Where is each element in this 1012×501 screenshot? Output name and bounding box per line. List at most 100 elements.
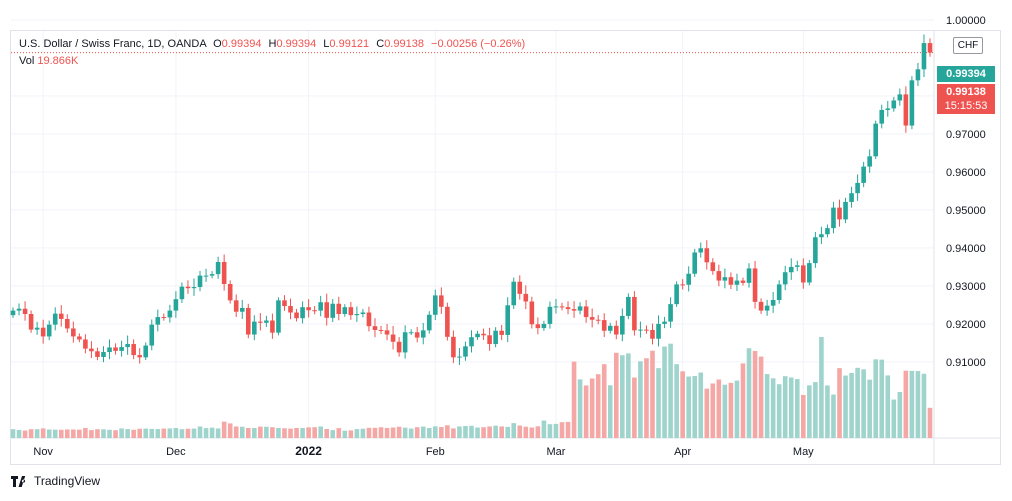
- volume-bar: [439, 427, 444, 438]
- candle-body: [541, 323, 547, 329]
- volume-bar: [203, 428, 209, 438]
- candle-body: [34, 327, 40, 330]
- volume-bar: [650, 350, 655, 438]
- candle-body: [891, 100, 897, 109]
- candle-body: [348, 307, 354, 316]
- volume-bar: [40, 428, 46, 438]
- volume-bar: [565, 421, 571, 438]
- candle-body: [740, 280, 746, 283]
- low-value: 0.99121: [329, 38, 370, 50]
- volume-bar: [499, 426, 504, 438]
- volume-bar: [788, 377, 794, 438]
- volume-bar: [505, 426, 510, 438]
- volume-bar: [258, 426, 263, 438]
- candle-body: [499, 330, 504, 335]
- candle-body: [831, 207, 836, 229]
- candle-body: [149, 324, 155, 346]
- candle-body: [764, 305, 770, 311]
- time-axis[interactable]: Nov Dec 2022 Feb Mar Apr May: [33, 444, 814, 458]
- candle-body: [227, 284, 233, 301]
- candle-body: [233, 300, 239, 312]
- volume-bar: [831, 394, 836, 438]
- candle-body: [559, 306, 565, 308]
- volume-bar: [674, 364, 679, 438]
- volume-bar: [306, 427, 311, 438]
- candle-body: [523, 293, 529, 302]
- volume-bar: [221, 421, 227, 438]
- candle-body: [698, 248, 704, 253]
- candle-body: [915, 69, 921, 81]
- volume-bar: [698, 372, 704, 438]
- volume-bar: [107, 429, 112, 438]
- symbol-title: U.S. Dollar / Swiss Franc, 1D, OANDA: [19, 38, 207, 50]
- close-label: C: [376, 38, 385, 50]
- volume-bar: [34, 429, 40, 438]
- time-tick-label: Apr: [674, 446, 691, 458]
- volume-bar: [583, 385, 589, 438]
- volume-bar: [366, 427, 372, 438]
- volume-bar: [342, 430, 348, 438]
- volume-bar: [71, 429, 76, 438]
- volume-bar: [589, 378, 595, 438]
- candle-body: [245, 307, 251, 335]
- candle-body: [746, 268, 752, 283]
- volume-bar: [782, 376, 788, 438]
- candle-body: [107, 347, 112, 353]
- volume-bar: [64, 429, 70, 438]
- volume-bar: [167, 428, 173, 438]
- volume-bar: [692, 376, 698, 438]
- volume-bar: [662, 346, 667, 438]
- candle-body: [475, 333, 480, 338]
- candle-body: [553, 306, 559, 308]
- candle-body: [879, 109, 885, 124]
- candle-body: [300, 307, 305, 319]
- tradingview-attribution[interactable]: TradingView: [11, 474, 100, 488]
- candle-body: [927, 43, 933, 53]
- volume-bars: [10, 337, 933, 438]
- volume-bar: [535, 426, 541, 438]
- volume-bar: [282, 428, 287, 438]
- candle-body: [734, 280, 740, 285]
- currency-label[interactable]: CHF: [953, 37, 983, 54]
- candle-body: [921, 43, 927, 70]
- volume-bar: [921, 373, 927, 438]
- candle-body: [885, 108, 891, 110]
- volume-bar: [463, 426, 468, 438]
- volume-bar: [288, 428, 293, 438]
- grid: [11, 19, 1000, 465]
- candle-body: [384, 330, 390, 335]
- time-tick-label: 2022: [295, 444, 322, 458]
- volume-bar: [559, 422, 565, 438]
- volume-bar: [46, 429, 52, 438]
- time-tick-label: Dec: [166, 446, 186, 458]
- candle-body: [125, 344, 130, 348]
- volume-bar: [493, 425, 498, 438]
- candle-body: [788, 266, 794, 273]
- candle-body: [209, 274, 215, 276]
- volume-bar: [89, 430, 94, 438]
- volume-bar: [113, 430, 118, 438]
- candle-body: [366, 312, 372, 327]
- vol-label: Vol: [19, 55, 35, 67]
- volume-bar: [227, 423, 233, 438]
- volume-bar: [704, 388, 710, 438]
- volume-bar: [722, 384, 728, 438]
- volume-bar: [426, 427, 432, 438]
- candle-body: [770, 299, 776, 306]
- candle-body: [716, 271, 722, 281]
- candle-body: [825, 228, 830, 235]
- volume-bar: [897, 391, 903, 438]
- candle-body: [390, 334, 396, 342]
- volume-bar: [179, 429, 185, 438]
- candle-body: [40, 327, 46, 337]
- volume-bar: [324, 429, 330, 438]
- volume-bar: [746, 348, 752, 438]
- price-tick-label: 0.96000: [946, 167, 986, 179]
- candle-body: [620, 315, 625, 335]
- volume-bar: [372, 427, 378, 438]
- volume-bar: [360, 428, 366, 438]
- volume-bar: [752, 350, 758, 438]
- price-tick-label: 0.92000: [946, 319, 986, 331]
- volume-bar: [58, 429, 64, 438]
